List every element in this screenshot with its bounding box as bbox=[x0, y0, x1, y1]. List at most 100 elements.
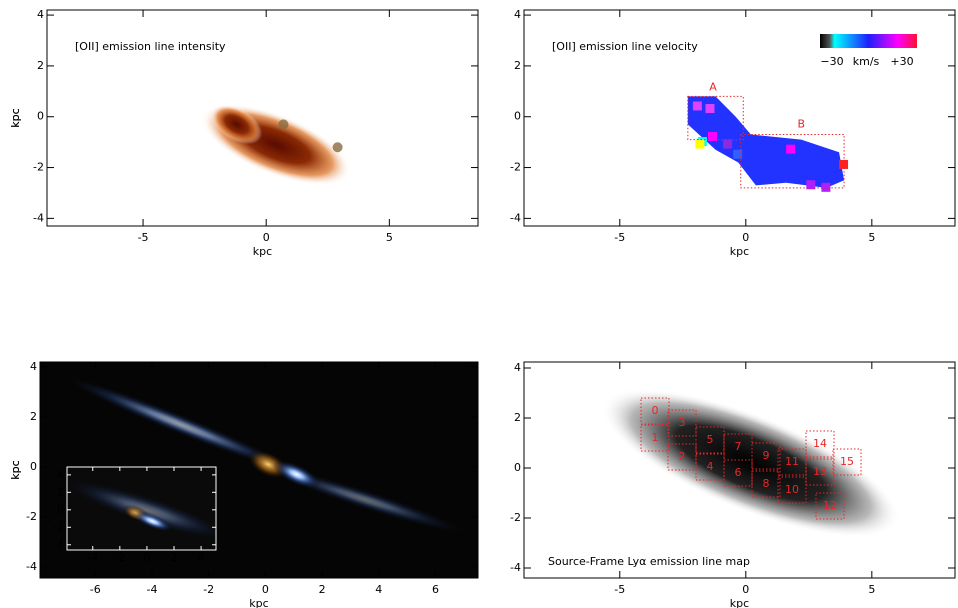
region-box bbox=[777, 476, 807, 504]
colorbar bbox=[820, 34, 917, 48]
velocity-pixel bbox=[723, 139, 733, 149]
region-box bbox=[723, 459, 753, 487]
region-label: 4 bbox=[707, 460, 714, 473]
y-tick-label: -4 bbox=[53, 538, 64, 551]
velocity-pixel bbox=[705, 104, 715, 114]
velocity-pixel bbox=[839, 159, 849, 169]
region-label: 13 bbox=[813, 465, 827, 478]
x-tick-label: 2 bbox=[171, 551, 178, 564]
x-axis-label: kpc bbox=[249, 597, 268, 608]
region-label: 5 bbox=[707, 433, 714, 446]
galaxy-blue bbox=[272, 460, 321, 489]
region-label: 11 bbox=[785, 455, 799, 468]
velocity-pixel bbox=[733, 149, 743, 159]
x-tick-label: 5 bbox=[386, 231, 393, 244]
region-box bbox=[687, 95, 744, 141]
colorbar-label: +30 bbox=[890, 55, 913, 68]
x-tick-label: -2 bbox=[203, 583, 214, 596]
plot-frame bbox=[46, 9, 479, 227]
region-label: 12 bbox=[823, 499, 837, 512]
y-tick-label: 4 bbox=[37, 8, 44, 21]
velocity-map bbox=[687, 96, 845, 188]
region-label: 7 bbox=[735, 440, 742, 453]
region-box bbox=[777, 448, 807, 476]
y-tick-label: 4 bbox=[30, 360, 37, 373]
region-box bbox=[695, 426, 725, 454]
x-axis-label: kpc bbox=[730, 245, 749, 258]
region-label: 14 bbox=[813, 437, 827, 450]
region-label: A bbox=[709, 81, 717, 94]
y-tick-label: 4 bbox=[514, 8, 521, 21]
region-label: 0 bbox=[652, 404, 659, 417]
x-tick-label: 5 bbox=[868, 583, 875, 596]
y-tick-label: -4 bbox=[510, 211, 521, 224]
region-box bbox=[667, 409, 697, 437]
emission-knot bbox=[332, 142, 343, 153]
y-tick-label: 0 bbox=[514, 461, 521, 474]
emission-blob bbox=[211, 104, 263, 145]
y-tick-label: 2 bbox=[514, 59, 521, 72]
panel-title: Source-Frame Lyα emission line map bbox=[548, 555, 750, 568]
plot-frame bbox=[66, 466, 217, 551]
region-label: 9 bbox=[763, 449, 770, 462]
velocity-pixel bbox=[821, 182, 831, 192]
region-label: 10 bbox=[785, 483, 799, 496]
x-tick-label: -4 bbox=[87, 551, 98, 564]
y-tick-label: 2 bbox=[30, 410, 37, 423]
panel-title: [OII] emission line intensity bbox=[75, 40, 226, 53]
region-label: 3 bbox=[679, 416, 686, 429]
galaxy-blue bbox=[131, 510, 173, 532]
plot-frame bbox=[39, 361, 479, 579]
region-box bbox=[740, 134, 845, 189]
region-box bbox=[815, 492, 845, 520]
x-tick-label: -2 bbox=[114, 551, 125, 564]
x-axis-label: kpc bbox=[730, 597, 749, 608]
y-tick-label: 0 bbox=[30, 460, 37, 473]
region-box bbox=[695, 453, 725, 481]
x-tick-label: 0 bbox=[742, 583, 749, 596]
x-tick-label: 0 bbox=[262, 583, 269, 596]
colorbar-label: km/s bbox=[853, 55, 880, 68]
y-axis-label: kpc bbox=[9, 460, 22, 479]
x-tick-label: 4 bbox=[198, 551, 205, 564]
region-label: 2 bbox=[679, 450, 686, 463]
y-axis-label: kpc bbox=[9, 108, 22, 127]
region-box bbox=[640, 424, 670, 452]
x-tick-label: 0 bbox=[263, 231, 270, 244]
x-axis-label: kpc bbox=[253, 245, 272, 258]
y-tick-label: -4 bbox=[26, 560, 37, 573]
region-label: B bbox=[797, 117, 805, 130]
y-axis-label: kpc bbox=[9, 460, 22, 479]
plot-area bbox=[201, 103, 352, 186]
region-label: 1 bbox=[652, 431, 659, 444]
x-tick-label: 0 bbox=[742, 231, 749, 244]
y-tick-label: 0 bbox=[514, 110, 521, 123]
plot-area bbox=[67, 467, 216, 550]
velocity-pixel bbox=[786, 144, 796, 154]
y-tick-label: 2 bbox=[514, 411, 521, 424]
x-tick-label: 0 bbox=[143, 551, 150, 564]
lya-map bbox=[601, 388, 901, 538]
y-tick-label: 2 bbox=[57, 485, 64, 498]
x-tick-label: 2 bbox=[319, 583, 326, 596]
region-label: 15 bbox=[840, 455, 854, 468]
region-box bbox=[805, 458, 835, 486]
x-tick-label: 6 bbox=[432, 583, 439, 596]
y-tick-label: -2 bbox=[53, 520, 64, 533]
region-box bbox=[805, 430, 835, 458]
region-label: 6 bbox=[735, 466, 742, 479]
y-tick-label: 0 bbox=[37, 110, 44, 123]
y-tick-label: 0 bbox=[57, 503, 64, 516]
plot-area: AB bbox=[687, 81, 849, 192]
velocity-pixel bbox=[692, 101, 702, 111]
y-tick-label: -2 bbox=[33, 161, 44, 174]
y-tick-label: 4 bbox=[514, 361, 521, 374]
y-tick-label: -4 bbox=[33, 211, 44, 224]
region-box bbox=[832, 448, 862, 476]
y-tick-label: -2 bbox=[26, 510, 37, 523]
x-tick-label: -5 bbox=[138, 231, 149, 244]
region-box bbox=[751, 442, 781, 470]
y-tick-label: -2 bbox=[510, 161, 521, 174]
region-box bbox=[667, 443, 697, 471]
